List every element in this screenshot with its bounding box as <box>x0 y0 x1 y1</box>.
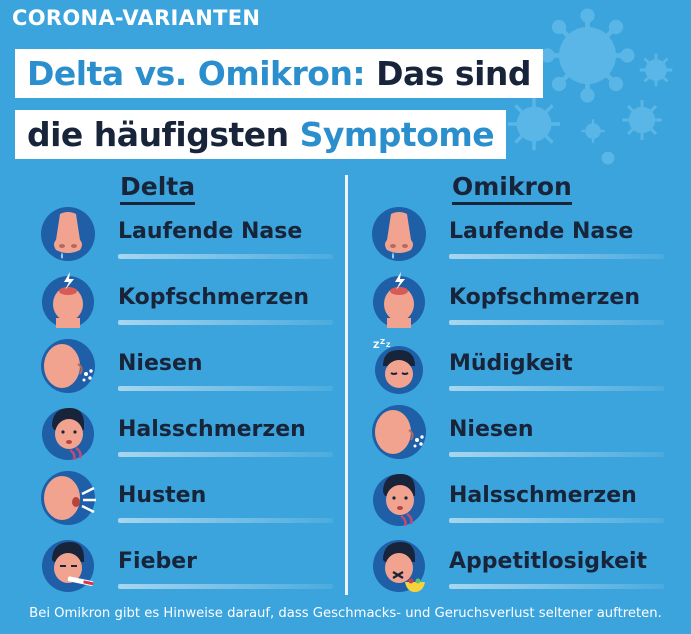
kicker: CORONA-VARIANTEN <box>12 6 261 30</box>
virus-icon <box>507 97 561 151</box>
label-underline <box>118 320 333 325</box>
symptom-label: Appetitlosigkeit <box>449 549 648 574</box>
symptom-item: Fieber <box>40 536 340 592</box>
symptom-item: Halsschmerzen <box>40 404 340 460</box>
symptom-item: Kopfschmerzen <box>371 272 671 328</box>
sneeze-icon <box>372 405 426 459</box>
virus-icon <box>639 53 673 87</box>
svg-text:Z: Z <box>380 338 385 346</box>
symptom-label: Halsschmerzen <box>118 417 306 442</box>
label-underline <box>118 452 333 457</box>
symptom-label: Laufende Nase <box>449 219 634 244</box>
title-highlight: Delta vs. Omikron: <box>27 54 366 93</box>
label-underline <box>118 254 333 259</box>
symptom-item: Niesen <box>40 338 340 394</box>
symptom-item: Appetitlosigkeit <box>371 536 671 592</box>
label-underline <box>449 584 664 589</box>
column-heading-text: Omikron <box>452 172 572 201</box>
sore-throat-icon <box>373 474 425 526</box>
symptom-label: Fieber <box>118 549 198 574</box>
label-underline <box>118 518 333 523</box>
label-underline <box>449 386 664 391</box>
symptom-label: Kopfschmerzen <box>449 285 640 310</box>
title-line-1: Delta vs. Omikron: Das sind <box>15 49 543 98</box>
symptom-item: Laufende Nase <box>40 206 340 262</box>
label-underline <box>449 452 664 457</box>
virus-icon <box>622 100 662 140</box>
label-underline <box>118 584 333 589</box>
title-highlight: Symptome <box>299 115 495 154</box>
sore-throat-icon <box>42 408 94 460</box>
title-text: Das sind <box>365 54 531 93</box>
symptom-item: Husten <box>40 470 340 526</box>
svg-text:Z: Z <box>386 342 391 349</box>
symptom-label: Laufende Nase <box>118 219 303 244</box>
symptom-label: Müdigkeit <box>449 351 573 376</box>
label-underline <box>449 320 664 325</box>
column-divider <box>345 175 348 595</box>
nose-icon <box>372 207 426 261</box>
symptom-item: Halsschmerzen <box>371 470 671 526</box>
footnote: Bei Omikron gibt es Hinweise darauf, das… <box>29 606 662 621</box>
symptom-label: Niesen <box>118 351 203 376</box>
column-heading-omikron: Omikron <box>452 172 572 205</box>
symptom-label: Halsschmerzen <box>449 483 637 508</box>
symptom-item: Z Z Z Müdigkeit <box>371 338 671 394</box>
headache-icon <box>373 272 425 328</box>
symptom-label: Niesen <box>449 417 534 442</box>
column-heading-text: Delta <box>120 172 196 201</box>
fever-icon <box>42 540 94 592</box>
headache-icon <box>42 272 94 328</box>
sneeze-icon <box>41 339 95 393</box>
cough-icon <box>41 471 96 525</box>
title-line-2: die häufigsten Symptome <box>15 110 507 159</box>
virus-icon <box>581 119 605 143</box>
title-text: die häufigsten <box>27 115 300 154</box>
symptom-label: Kopfschmerzen <box>118 285 309 310</box>
symptom-item: Niesen <box>371 404 671 460</box>
nose-icon <box>41 207 95 261</box>
svg-text:Z: Z <box>373 341 380 351</box>
label-underline <box>449 254 664 259</box>
loss-of-appetite-icon <box>373 540 425 592</box>
virus-icon <box>540 8 635 103</box>
symptom-item: Kopfschmerzen <box>40 272 340 328</box>
label-underline <box>118 386 333 391</box>
label-underline <box>449 518 664 523</box>
symptom-label: Husten <box>118 483 207 508</box>
virus-icon <box>601 151 615 165</box>
column-heading-delta: Delta <box>120 172 196 205</box>
symptom-item: Laufende Nase <box>371 206 671 262</box>
